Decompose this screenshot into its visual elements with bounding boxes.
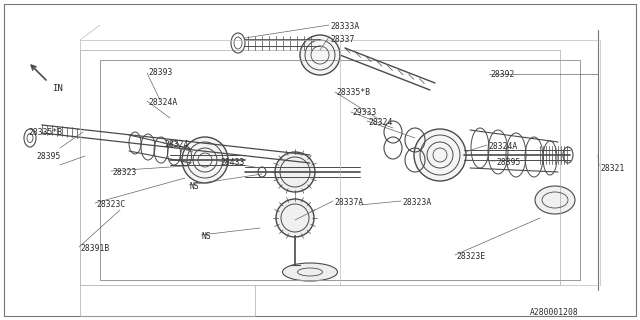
Ellipse shape bbox=[282, 263, 337, 281]
Text: IN: IN bbox=[52, 84, 63, 93]
Ellipse shape bbox=[182, 137, 228, 183]
Ellipse shape bbox=[300, 35, 340, 75]
Ellipse shape bbox=[276, 199, 314, 237]
Ellipse shape bbox=[275, 152, 315, 192]
Text: 28337A: 28337A bbox=[334, 198, 364, 207]
Text: 28323C: 28323C bbox=[96, 200, 125, 209]
Text: 28323A: 28323A bbox=[402, 198, 431, 207]
Text: 28337: 28337 bbox=[330, 35, 355, 44]
Text: 28324A: 28324A bbox=[488, 142, 517, 151]
Text: 28321: 28321 bbox=[600, 164, 625, 173]
Ellipse shape bbox=[414, 129, 466, 181]
Text: 28395: 28395 bbox=[496, 158, 520, 167]
Text: 28395: 28395 bbox=[36, 152, 60, 161]
Text: 28335*B: 28335*B bbox=[28, 128, 62, 137]
Text: 28391B: 28391B bbox=[80, 244, 109, 253]
Text: NS: NS bbox=[202, 232, 212, 241]
Text: 28323E: 28323E bbox=[456, 252, 485, 261]
Text: A280001208: A280001208 bbox=[530, 308, 579, 317]
Text: 28433: 28433 bbox=[220, 158, 244, 167]
Text: 28324A: 28324A bbox=[148, 98, 177, 107]
Text: 28324: 28324 bbox=[164, 140, 188, 149]
Text: 29333: 29333 bbox=[352, 108, 376, 117]
Text: 28392: 28392 bbox=[490, 70, 515, 79]
Text: 28335*B: 28335*B bbox=[336, 88, 370, 97]
Text: 28323: 28323 bbox=[112, 168, 136, 177]
Ellipse shape bbox=[535, 186, 575, 214]
Text: NS: NS bbox=[190, 182, 200, 191]
Text: 28393: 28393 bbox=[148, 68, 172, 77]
Text: 28324: 28324 bbox=[368, 118, 392, 127]
Text: 28333A: 28333A bbox=[330, 22, 359, 31]
